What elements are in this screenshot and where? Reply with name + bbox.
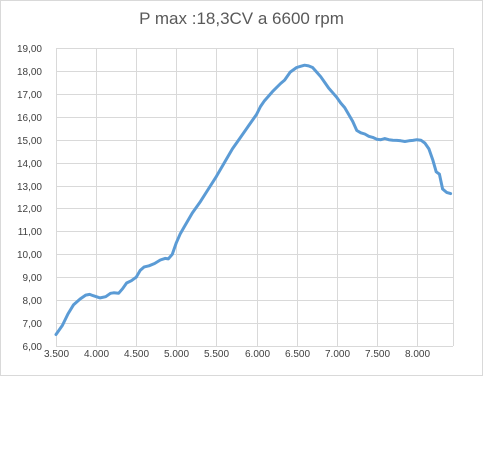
y-tick-label: 17,00 <box>17 90 42 101</box>
x-tick-label: 4.500 <box>124 349 149 360</box>
y-tick-label: 13,00 <box>17 182 42 193</box>
x-tick-label: 7.000 <box>325 349 350 360</box>
y-tick-label: 6,00 <box>23 342 43 353</box>
y-tick-label: 15,00 <box>17 136 42 147</box>
x-tick-label: 5.000 <box>164 349 189 360</box>
power-curve-line <box>54 63 453 336</box>
y-tick-label: 8,00 <box>23 296 43 307</box>
x-tick-label: 4.000 <box>84 349 109 360</box>
y-tick-label: 12,00 <box>17 204 42 215</box>
y-tick-label: 7,00 <box>23 319 43 330</box>
y-tick-label: 9,00 <box>23 273 43 284</box>
y-tick-label: 19,00 <box>17 44 42 55</box>
y-tick-label: 11,00 <box>18 227 43 238</box>
line-chart-plot: 6,00 7,00 8,00 9,00 10,00 11,00 12,00 13,00 14,0… <box>17 44 454 360</box>
x-tick-label: 3.500 <box>44 349 69 360</box>
chart-title: P max :18,3CV a 6600 rpm <box>139 9 344 28</box>
y-tick-label: 18,00 <box>17 67 42 78</box>
x-tick-label: 8.000 <box>405 349 430 360</box>
y-tick-label: 14,00 <box>17 159 42 170</box>
x-tick-label: 5.500 <box>204 349 229 360</box>
x-tick-label: 7.500 <box>365 349 390 360</box>
y-tick-label: 16,00 <box>17 113 42 124</box>
x-tick-label: 6.000 <box>245 349 270 360</box>
chart-area <box>0 0 483 376</box>
x-tick-label: 6.500 <box>285 349 310 360</box>
y-tick-label: 10,00 <box>17 250 42 261</box>
